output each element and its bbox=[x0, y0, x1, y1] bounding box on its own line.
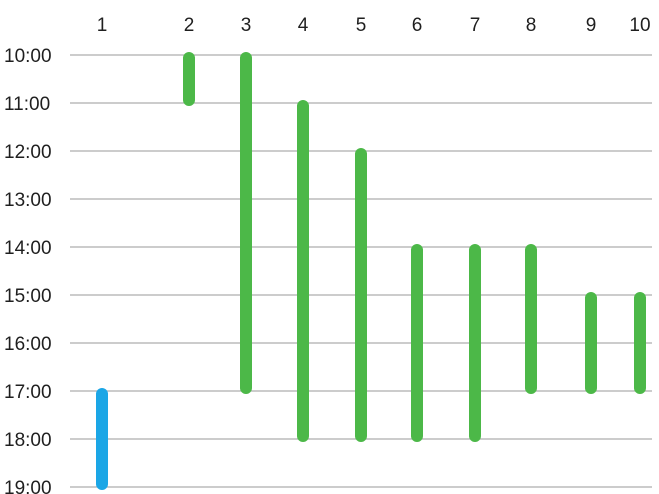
range-bars bbox=[96, 52, 646, 490]
y-tick-label: 19:00 bbox=[4, 478, 52, 494]
range-bar bbox=[297, 100, 309, 442]
y-tick-label: 10:00 bbox=[4, 46, 52, 67]
y-tick-label: 14:00 bbox=[4, 238, 52, 259]
column-label: 7 bbox=[470, 15, 481, 36]
y-tick-label: 15:00 bbox=[4, 286, 52, 307]
column-label: 1 bbox=[97, 15, 108, 36]
range-bar bbox=[183, 52, 195, 106]
column-label: 10 bbox=[629, 15, 650, 36]
column-label: 3 bbox=[241, 15, 252, 36]
range-bar bbox=[411, 244, 423, 442]
column-label: 5 bbox=[356, 15, 367, 36]
column-label: 6 bbox=[412, 15, 423, 36]
column-label: 8 bbox=[526, 15, 537, 36]
y-tick-label: 16:00 bbox=[4, 334, 52, 355]
column-label: 4 bbox=[298, 15, 309, 36]
y-tick-label: 11:00 bbox=[4, 94, 50, 115]
y-axis-tick-labels: 10:00 11:00 12:00 13:00 14:00 15:00 16:00 17:00… bbox=[4, 46, 52, 494]
column-labels: 1 2 3 4 5 6 7 8 9 10 bbox=[97, 15, 651, 36]
range-bar bbox=[96, 388, 108, 490]
column-label: 9 bbox=[586, 15, 597, 36]
range-bar bbox=[469, 244, 481, 442]
column-label: 2 bbox=[184, 15, 195, 36]
y-tick-label: 18:00 bbox=[4, 430, 52, 451]
range-bar bbox=[240, 52, 252, 394]
y-tick-label: 17:00 bbox=[4, 382, 52, 403]
y-tick-label: 13:00 bbox=[4, 190, 52, 211]
range-bar bbox=[585, 292, 597, 394]
y-tick-label: 12:00 bbox=[4, 142, 52, 163]
range-bar bbox=[634, 292, 646, 394]
range-bar bbox=[355, 148, 367, 442]
range-bar bbox=[525, 244, 537, 394]
